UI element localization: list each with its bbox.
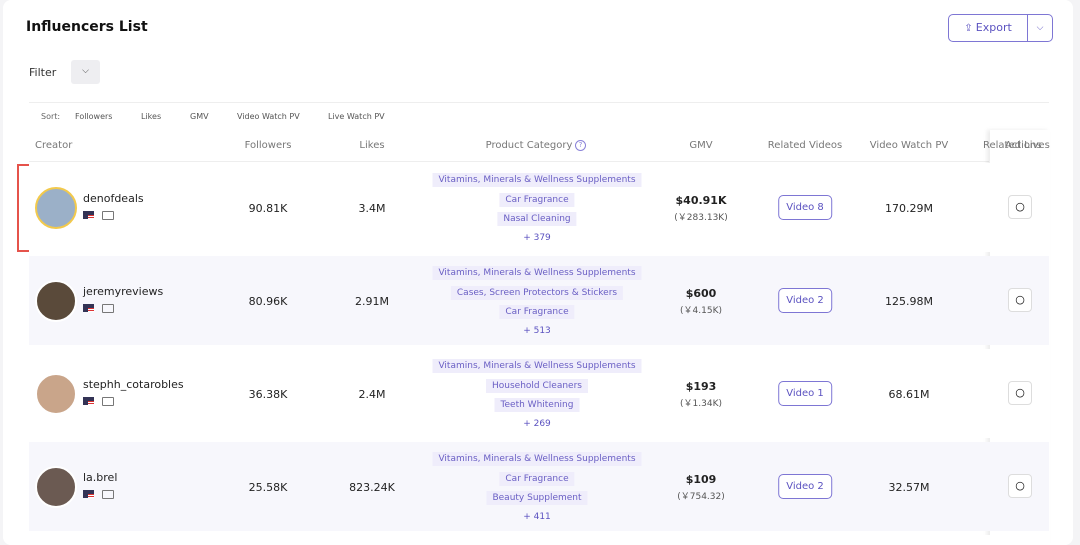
column-header: Actions: [1005, 140, 1042, 151]
likes: 2.4M: [358, 388, 386, 401]
video-watch-pv: 32.57M: [888, 481, 930, 494]
category-tag: Car Fragrance: [499, 471, 575, 486]
video-button[interactable]: Video 8: [778, 195, 832, 220]
likes: 823.24K: [349, 481, 395, 494]
flag-icon: [83, 397, 94, 405]
creator-name[interactable]: la.brel: [83, 471, 118, 484]
sort-option[interactable]: Live Watch PV: [328, 112, 385, 121]
gmv-local: (￥283.13K): [674, 213, 728, 223]
flag-icon: [83, 211, 94, 219]
avatar: [35, 466, 77, 508]
likes: 2.91M: [355, 295, 389, 308]
category-more[interactable]: + 269: [523, 419, 551, 429]
followers: 80.96K: [248, 295, 288, 308]
mail-icon: [102, 397, 114, 406]
category-tag: Vitamins, Minerals & Wellness Supplement…: [432, 359, 642, 373]
category-tag: Nasal Cleaning: [497, 212, 577, 226]
export-label: Export: [975, 21, 1012, 34]
category-more[interactable]: + 411: [523, 512, 551, 522]
export-dropdown[interactable]: ⌵: [1027, 14, 1053, 42]
sort-option[interactable]: GMV: [190, 112, 209, 121]
column-header: Related Lives: [983, 140, 1050, 151]
gmv: $109: [685, 473, 717, 486]
flag-icon: [83, 490, 94, 498]
column-header: Likes: [359, 140, 385, 151]
export-button[interactable]: ⇪ Export: [948, 14, 1028, 42]
filter-label: Filter: [29, 66, 57, 79]
followers: 90.81K: [248, 202, 288, 215]
likes: 3.4M: [358, 202, 386, 215]
video-button[interactable]: Video 2: [778, 474, 832, 499]
gmv-local: (￥754.32): [677, 492, 725, 502]
page-title: Influencers List: [26, 19, 148, 35]
creator-name[interactable]: denofdeals: [83, 192, 144, 205]
gmv: $40.91K: [675, 194, 727, 207]
help-icon: ?: [575, 140, 586, 151]
video-watch-pv: 68.61M: [888, 388, 930, 401]
sort-option[interactable]: Followers: [75, 112, 113, 121]
mail-icon: [102, 304, 114, 313]
sort-label: Sort:: [41, 112, 61, 121]
video-watch-pv: 170.29M: [885, 202, 933, 215]
category-more[interactable]: + 513: [523, 326, 551, 336]
filter-dropdown[interactable]: ⌵: [71, 60, 100, 84]
category-tag: Vitamins, Minerals & Wellness Supplement…: [432, 173, 642, 187]
creator-name[interactable]: jeremyreviews: [83, 285, 164, 298]
avatar: [35, 187, 77, 229]
table-row: [29, 535, 1049, 545]
divider: [29, 102, 1049, 103]
category-more[interactable]: + 379: [523, 233, 551, 243]
gmv-local: (￥1.34K): [680, 399, 722, 409]
video-button[interactable]: Video 1: [778, 381, 832, 406]
category-tag: Car Fragrance: [499, 192, 575, 207]
category-tag: Teeth Whitening: [494, 398, 580, 412]
category-tag: Cases, Screen Protectors & Stickers: [450, 285, 624, 300]
column-header: Related Videos: [767, 140, 843, 151]
category-tag: Household Cleaners: [486, 378, 588, 393]
column-header: Video Watch PV: [869, 140, 949, 151]
category-tag: Vitamins, Minerals & Wellness Supplement…: [432, 266, 642, 280]
column-header: Creator: [35, 140, 73, 151]
followers: 25.58K: [248, 481, 288, 494]
search-button[interactable]: ○: [1008, 195, 1032, 219]
header-divider: [29, 161, 989, 162]
column-header: GMV: [689, 140, 713, 151]
flag-icon: [83, 304, 94, 312]
column-header: Followers: [244, 140, 292, 151]
creator-name[interactable]: stephh_cotarobles: [83, 378, 184, 391]
mail-icon: [102, 490, 114, 499]
gmv: $193: [685, 380, 717, 393]
avatar: [35, 280, 77, 322]
followers: 36.38K: [248, 388, 288, 401]
gmv-local: (￥4.15K): [680, 306, 722, 316]
mail-icon: [102, 211, 114, 220]
search-button[interactable]: ○: [1008, 474, 1032, 498]
sort-option[interactable]: Video Watch PV: [237, 112, 300, 121]
category-tag: Vitamins, Minerals & Wellness Supplement…: [432, 452, 642, 466]
category-tag: Car Fragrance: [499, 305, 575, 319]
search-button[interactable]: ○: [1008, 381, 1032, 405]
category-tag: Beauty Supplement: [486, 491, 588, 505]
sort-option[interactable]: Likes: [141, 112, 162, 121]
video-button[interactable]: Video 2: [778, 288, 832, 313]
search-button[interactable]: ○: [1008, 288, 1032, 312]
gmv: $600: [685, 287, 717, 300]
avatar: [35, 373, 77, 415]
column-header: Product Category: [485, 140, 573, 151]
video-watch-pv: 125.98M: [885, 295, 933, 308]
